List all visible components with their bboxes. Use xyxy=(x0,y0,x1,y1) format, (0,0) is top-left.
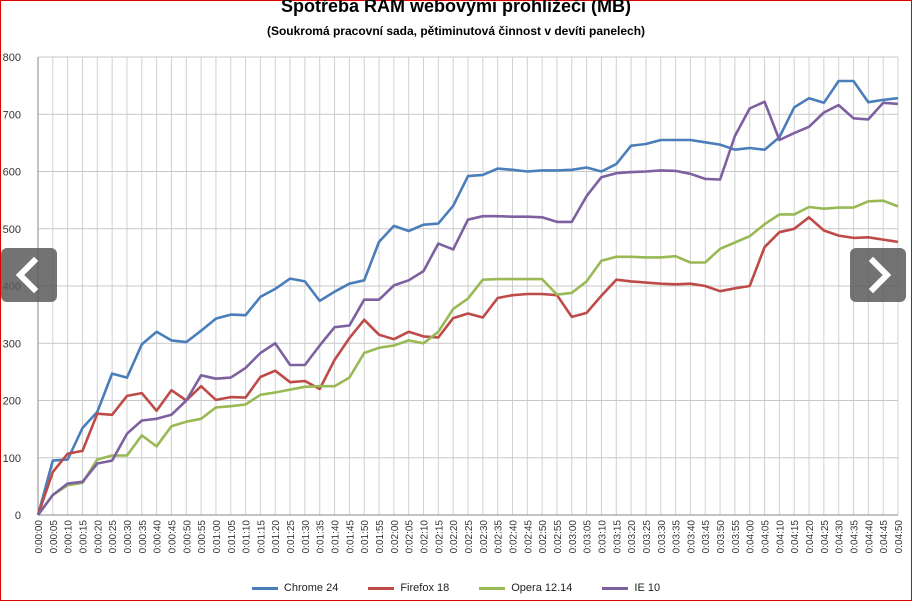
x-tick-label: 0:01:30 xyxy=(301,520,312,554)
x-tick-label: 0:02:10 xyxy=(420,520,431,554)
x-tick-label: 0:01:55 xyxy=(375,520,386,554)
previous-image-button[interactable] xyxy=(1,248,57,302)
x-tick-label: 0:02:50 xyxy=(538,520,549,554)
y-tick-label: 200 xyxy=(3,396,21,408)
x-tick-label: 0:02:30 xyxy=(479,520,490,554)
x-tick-label: 0:00:35 xyxy=(138,520,149,554)
legend-swatch xyxy=(251,586,278,590)
x-tick-label: 0:00:15 xyxy=(78,520,89,554)
series-line-opera-12-14 xyxy=(36,199,899,516)
x-tick-label: 0:02:00 xyxy=(390,520,401,554)
x-tick-label: 0:04:25 xyxy=(820,520,831,554)
legend-swatch xyxy=(602,586,629,590)
x-tick-label: 0:03:40 xyxy=(686,520,697,554)
x-tick-label: 0:00:55 xyxy=(197,520,208,554)
legend-label: IE 10 xyxy=(634,582,661,594)
chart-subtitle: (Soukromá pracovní sada, pětiminutová či… xyxy=(266,24,646,38)
y-axis-ticks: 0100200300400500600700800 xyxy=(3,52,21,522)
legend-item: Chrome 24 xyxy=(251,582,339,594)
x-tick-label: 0:00:50 xyxy=(182,520,193,554)
chevron-right-icon xyxy=(868,256,892,294)
x-tick-label: 0:04:45 xyxy=(879,520,890,554)
x-tick-label: 0:02:35 xyxy=(494,520,505,554)
x-tick-label: 0:03:35 xyxy=(672,520,683,554)
x-tick-label: 0:04:40 xyxy=(864,520,875,554)
legend-swatch xyxy=(479,586,506,590)
x-tick-label: 0:03:50 xyxy=(716,520,727,554)
chart-title: Spotřeba RAM webovými prohlížeči (MB) xyxy=(280,0,632,16)
x-tick-label: 0:01:35 xyxy=(316,520,327,554)
x-tick-label: 0:04:20 xyxy=(805,520,816,554)
x-axis-ticks: 0:00:00 0:00:05 0:00:10 0:00:15 0:00:20 0:00:… xyxy=(34,520,905,554)
legend-item: Firefox 18 xyxy=(368,582,449,594)
legend-item: Opera 12.14 xyxy=(479,582,572,594)
x-tick-label: 0:04:15 xyxy=(790,520,801,554)
x-tick-label: 0:01:10 xyxy=(242,520,253,554)
x-tick-label: 0:02:15 xyxy=(434,520,445,554)
chart-grid xyxy=(37,56,899,516)
y-tick-label: 0 xyxy=(15,510,21,522)
chevron-left-icon xyxy=(15,256,39,294)
x-tick-label: 0:03:25 xyxy=(642,520,653,554)
x-tick-label: 0:00:30 xyxy=(123,520,134,554)
legend-label: Opera 12.14 xyxy=(511,582,573,594)
x-tick-label: 0:03:20 xyxy=(627,520,638,554)
x-tick-label: 0:00:10 xyxy=(64,520,75,554)
x-tick-label: 0:02:05 xyxy=(405,520,416,554)
x-tick-label: 0:00:20 xyxy=(93,520,104,554)
x-tick-label: 0:02:25 xyxy=(464,520,475,554)
x-tick-label: 0:03:55 xyxy=(731,520,742,554)
chart-legend: Chrome 24 Firefox 18 Opera 12.14 IE 10 xyxy=(0,582,912,594)
series-line-chrome-24 xyxy=(36,79,899,516)
x-tick-label: 0:04:05 xyxy=(761,520,772,554)
y-tick-label: 600 xyxy=(3,167,21,179)
series-line-ie-10 xyxy=(36,100,899,516)
y-tick-label: 800 xyxy=(3,52,21,64)
legend-item: IE 10 xyxy=(602,582,660,594)
x-tick-label: 0:01:45 xyxy=(345,520,356,554)
y-tick-label: 500 xyxy=(3,224,21,236)
x-tick-label: 0:01:25 xyxy=(286,520,297,554)
x-tick-label: 0:02:45 xyxy=(523,520,534,554)
x-tick-label: 0:00:45 xyxy=(167,520,178,554)
x-tick-label: 0:01:15 xyxy=(256,520,267,554)
x-tick-label: 0:02:55 xyxy=(553,520,564,554)
x-tick-label: 0:04:30 xyxy=(835,520,846,554)
x-tick-label: 0:03:15 xyxy=(612,520,623,554)
x-tick-label: 0:01:05 xyxy=(227,520,238,554)
x-tick-label: 0:00:00 xyxy=(34,520,45,554)
x-tick-label: 0:00:40 xyxy=(153,520,164,554)
x-tick-label: 0:03:45 xyxy=(701,520,712,554)
x-tick-label: 0:00:25 xyxy=(108,520,119,554)
next-image-button[interactable] xyxy=(850,248,906,302)
x-tick-label: 0:04:10 xyxy=(775,520,786,554)
series-line-firefox-18 xyxy=(36,216,899,516)
x-tick-label: 0:01:20 xyxy=(271,520,282,554)
x-tick-label: 0:03:10 xyxy=(597,520,608,554)
x-tick-label: 0:01:50 xyxy=(360,520,371,554)
legend-label: Chrome 24 xyxy=(283,582,339,594)
x-tick-label: 0:04:50 xyxy=(894,520,905,554)
x-tick-label: 0:02:20 xyxy=(449,520,460,554)
x-tick-label: 0:01:40 xyxy=(331,520,342,554)
legend-label: Firefox 18 xyxy=(400,582,450,594)
x-tick-label: 0:03:30 xyxy=(657,520,668,554)
x-tick-label: 0:03:05 xyxy=(583,520,594,554)
x-tick-label: 0:01:00 xyxy=(212,520,223,554)
x-tick-label: 0:04:35 xyxy=(850,520,861,554)
x-tick-label: 0:00:05 xyxy=(49,520,60,554)
legend-swatch xyxy=(368,586,395,590)
y-tick-label: 300 xyxy=(3,338,21,350)
x-tick-label: 0:02:40 xyxy=(508,520,519,554)
x-tick-label: 0:04:00 xyxy=(746,520,757,554)
chart-series xyxy=(36,79,899,516)
y-tick-label: 100 xyxy=(3,453,21,465)
y-tick-label: 700 xyxy=(3,109,21,121)
x-tick-label: 0:03:00 xyxy=(568,520,579,554)
